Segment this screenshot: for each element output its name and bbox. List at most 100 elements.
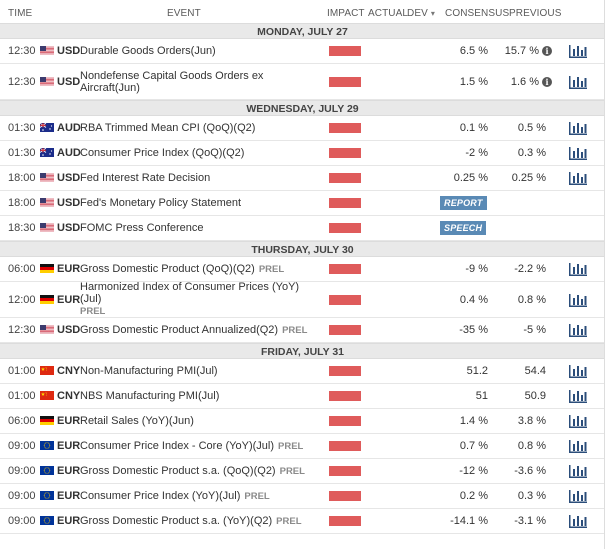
currency-code: AUD <box>57 147 81 159</box>
event-cell[interactable]: Retail Sales (YoY)(Jun) <box>80 409 320 433</box>
table-row[interactable]: 18:00 USD Fed Interest Rate Decision 0.2… <box>0 166 605 191</box>
header-consensus[interactable]: CONSENSUS <box>445 8 510 19</box>
event-cell[interactable]: NBS Manufacturing PMI(Jul) <box>80 384 320 408</box>
consensus-value: 0.4 % <box>459 293 488 306</box>
event-time: 12:30 <box>8 75 36 88</box>
table-header: TIME EVENT IMPACT ACTUAL DEV ▾ CONSENSUS … <box>0 0 605 27</box>
impact-high-bar <box>329 441 361 451</box>
previous-value: 0.25 % <box>511 172 546 184</box>
currency-code: USD <box>57 75 81 88</box>
table-row[interactable]: 18:30 USD FOMC Press Conference SPEECH <box>0 216 605 241</box>
table-row[interactable]: 12:30 USD Gross Domestic Product Annuali… <box>0 318 605 343</box>
table-row[interactable]: 01:00 CNY NBS Manufacturing PMI(Jul) 51 5… <box>0 384 605 409</box>
table-row[interactable]: 12:30 USD Durable Goods Orders(Jun) 6.5 … <box>0 39 605 64</box>
header-previous[interactable]: PREVIOUS <box>509 8 562 19</box>
event-cell[interactable]: Fed's Monetary Policy Statement <box>80 191 320 215</box>
bar-chart-icon[interactable] <box>568 292 588 308</box>
bar-chart-icon[interactable] <box>568 513 588 529</box>
us-flag-icon <box>40 46 54 55</box>
bar-chart-icon[interactable] <box>568 145 588 161</box>
event-name: Consumer Price Index (QoQ)(Q2) <box>80 147 245 159</box>
event-cell[interactable]: Consumer Price Index (YoY)(Jul) PREL <box>80 484 320 508</box>
table-row[interactable]: 01:00 CNY Non-Manufacturing PMI(Jul) 51.… <box>0 359 605 384</box>
currency-code: EUR <box>57 415 81 427</box>
previous-value: 0.8 % <box>517 293 546 306</box>
prel-tag: PREL <box>80 306 106 317</box>
previous-value: 15.7 % <box>504 45 539 57</box>
header-impact[interactable]: IMPACT <box>327 8 365 19</box>
prel-tag: PREL <box>258 263 285 275</box>
previous-value: 50.9 <box>524 390 546 402</box>
table-row[interactable]: 09:00 EUR Gross Domestic Product s.a. (Q… <box>0 459 605 484</box>
bar-chart-icon[interactable] <box>568 322 588 338</box>
table-row[interactable]: 09:00 EUR Consumer Price Index (YoY)(Jul… <box>0 484 605 509</box>
table-row[interactable]: 09:00 EUR Consumer Price Index - Core (Y… <box>0 434 605 459</box>
bar-chart-icon[interactable] <box>568 170 588 186</box>
event-time: 01:00 <box>8 365 36 377</box>
bar-chart-icon[interactable] <box>568 43 588 59</box>
impact-high-bar <box>329 148 361 158</box>
eu-flag-icon <box>40 466 54 475</box>
event-time: 01:30 <box>8 122 36 134</box>
event-name: Consumer Price Index - Core (YoY)(Jul) <box>80 439 274 452</box>
events-table: MONDAY, JULY 27 12:30 USD Durable Goods … <box>0 23 605 534</box>
event-cell[interactable]: Gross Domestic Product s.a. (QoQ)(Q2) PRE… <box>80 459 320 483</box>
event-cell[interactable]: Gross Domestic Product s.a. (YoY)(Q2) PRE… <box>80 509 320 533</box>
event-time: 18:00 <box>8 172 36 184</box>
info-icon[interactable]: i <box>542 76 552 87</box>
event-cell[interactable]: Fed Interest Rate Decision <box>80 166 320 190</box>
bar-chart-icon[interactable] <box>568 413 588 429</box>
bar-chart-icon[interactable] <box>568 363 588 379</box>
header-dev[interactable]: DEV ▾ <box>407 8 435 19</box>
impact-high-bar <box>329 366 361 376</box>
event-cell[interactable]: Durable Goods Orders(Jun) <box>80 39 320 63</box>
table-row[interactable]: 12:30 USD Nondefense Capital Goods Order… <box>0 64 605 100</box>
header-time[interactable]: TIME <box>8 8 33 19</box>
table-row[interactable]: 01:30 AUD Consumer Price Index (QoQ)(Q2)… <box>0 141 605 166</box>
event-type-badge: REPORT <box>440 196 487 210</box>
event-name: Durable Goods Orders(Jun) <box>80 45 216 57</box>
previous-value: -3.1 % <box>514 515 546 527</box>
event-cell[interactable]: Nondefense Capital Goods Orders ex Aircr… <box>80 64 320 99</box>
table-row[interactable]: 06:00 EUR Gross Domestic Product (QoQ)(Q… <box>0 257 605 282</box>
event-time: 18:30 <box>8 222 36 234</box>
header-actual[interactable]: ACTUAL <box>368 8 409 19</box>
table-row[interactable]: 01:30 AUD RBA Trimmed Mean CPI (QoQ)(Q2)… <box>0 116 605 141</box>
bar-chart-icon[interactable] <box>568 488 588 504</box>
consensus-value: 0.1 % <box>459 122 488 134</box>
bar-chart-icon[interactable] <box>568 261 588 277</box>
table-row[interactable]: 06:00 EUR Retail Sales (YoY)(Jun) 1.4 % 3… <box>0 409 605 434</box>
bar-chart-icon[interactable] <box>568 463 588 479</box>
event-cell[interactable]: Harmonized Index of Consumer Prices (YoY… <box>80 281 320 317</box>
event-time: 01:00 <box>8 390 36 402</box>
event-time: 12:00 <box>8 293 36 306</box>
event-time: 06:00 <box>8 263 36 275</box>
header-event[interactable]: EVENT <box>167 8 201 19</box>
bar-chart-icon[interactable] <box>568 438 588 454</box>
event-cell[interactable]: Non-Manufacturing PMI(Jul) <box>80 359 320 383</box>
us-flag-icon <box>40 223 54 232</box>
bar-chart-icon[interactable] <box>568 388 588 404</box>
table-row[interactable]: 18:00 USD Fed's Monetary Policy Statemen… <box>0 191 605 216</box>
info-icon[interactable]: i <box>542 46 552 56</box>
event-cell[interactable]: RBA Trimmed Mean CPI (QoQ)(Q2) <box>80 116 320 140</box>
bar-chart-icon[interactable] <box>568 74 588 90</box>
prel-tag: PREL <box>278 440 304 452</box>
impact-high-bar <box>329 173 361 183</box>
impact-high-bar <box>329 46 361 56</box>
sort-chevron-icon[interactable]: ▾ <box>430 9 435 18</box>
prel-tag: PREL <box>279 465 305 477</box>
consensus-value: 1.5 % <box>459 75 488 88</box>
event-cell[interactable]: FOMC Press Conference <box>80 216 320 240</box>
day-separator: THURSDAY, JULY 30 <box>0 241 605 257</box>
event-cell[interactable]: Gross Domestic Product (QoQ)(Q2) PREL <box>80 257 320 281</box>
table-row[interactable]: 09:00 EUR Gross Domestic Product s.a. (Y… <box>0 509 605 534</box>
bar-chart-icon[interactable] <box>568 120 588 136</box>
previous-value: 0.3 % <box>517 490 546 502</box>
us-flag-icon <box>40 325 54 334</box>
event-cell[interactable]: Consumer Price Index - Core (YoY)(Jul) PR… <box>80 434 320 458</box>
event-cell[interactable]: Gross Domestic Product Annualized(Q2) PRE… <box>80 318 320 342</box>
event-cell[interactable]: Consumer Price Index (QoQ)(Q2) <box>80 141 320 165</box>
table-row[interactable]: 12:00 EUR Harmonized Index of Consumer P… <box>0 281 605 318</box>
